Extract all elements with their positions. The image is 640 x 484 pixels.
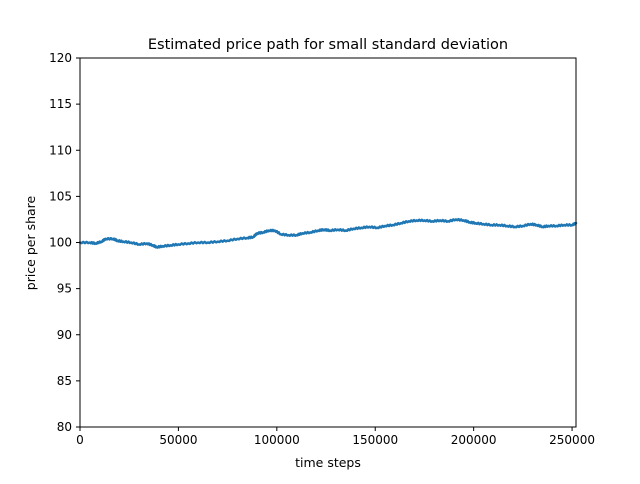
x-axis-ticks: 0 50000 100000 150000 200000 250000 (76, 427, 595, 447)
y-tick-label: 80 (57, 420, 72, 434)
chart-title: Estimated price path for small standard … (148, 37, 508, 53)
y-tick-label: 85 (57, 374, 72, 388)
plot-area (78, 217, 578, 249)
y-tick-label: 115 (49, 97, 72, 111)
x-tick-label: 150000 (352, 433, 398, 447)
y-tick-label: 110 (49, 143, 72, 157)
y-tick-label: 100 (49, 236, 72, 250)
x-tick-label: 100000 (254, 433, 300, 447)
y-tick-label: 120 (49, 51, 72, 65)
y-axis-ticks: 80 85 90 95 100 105 110 115 120 (49, 51, 80, 434)
x-axis-label: time steps (295, 455, 361, 470)
x-tick-label: 50000 (159, 433, 197, 447)
x-tick-label: 200000 (451, 433, 497, 447)
x-tick-label: 0 (76, 433, 84, 447)
y-tick-label: 95 (57, 282, 72, 296)
y-tick-label: 105 (49, 189, 72, 203)
series-line-price (78, 217, 578, 249)
y-tick-label: 90 (57, 328, 72, 342)
x-tick-label: 250000 (549, 433, 595, 447)
y-axis-label: price per share (23, 195, 38, 290)
